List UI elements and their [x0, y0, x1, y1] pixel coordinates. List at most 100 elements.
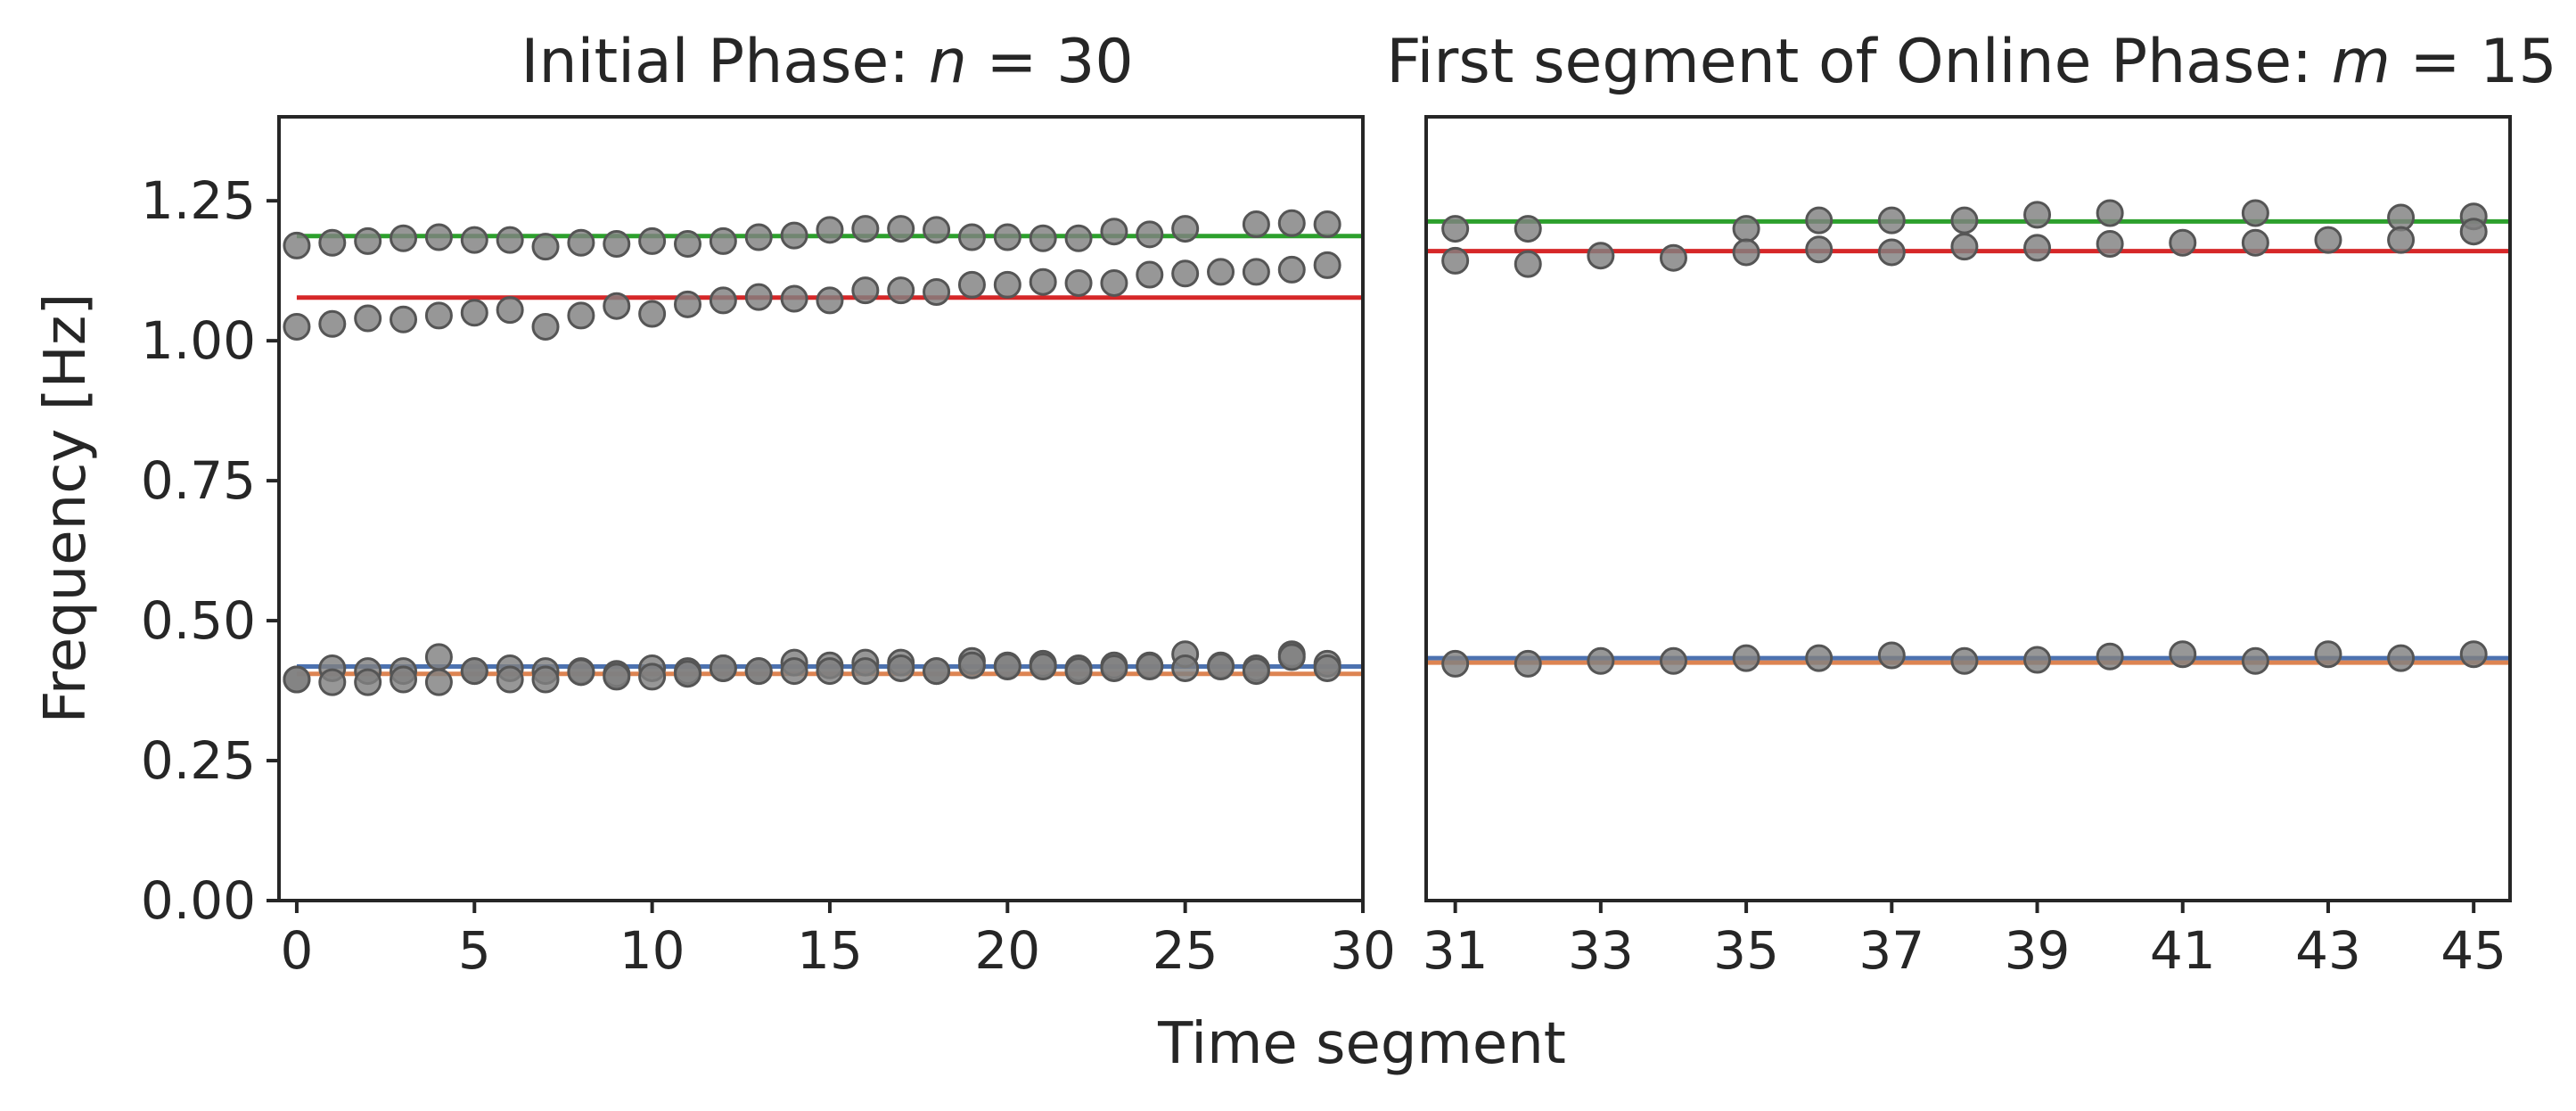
data-point — [1877, 206, 1906, 235]
data-point — [923, 657, 951, 686]
data-point — [1277, 643, 1306, 671]
x-tick-label: 25 — [1153, 920, 1218, 981]
data-point — [390, 224, 418, 252]
data-point — [1441, 649, 1470, 678]
data-point — [957, 223, 986, 251]
data-point — [1100, 218, 1128, 246]
data-point — [390, 305, 418, 333]
data-point — [1950, 206, 1979, 235]
data-point — [923, 216, 951, 244]
data-point — [1877, 641, 1906, 670]
data-point — [1029, 224, 1057, 252]
x-tick-label: 15 — [797, 920, 863, 981]
data-point — [2241, 228, 2269, 257]
data-point — [2096, 199, 2124, 227]
data-point — [318, 309, 347, 338]
panel-2-fit-lines — [1426, 218, 2510, 665]
data-point — [567, 301, 595, 330]
x-tick-label: 41 — [2150, 920, 2216, 981]
data-point — [744, 657, 773, 686]
data-point — [460, 657, 488, 686]
data-point — [1171, 215, 1200, 243]
x-tick-label: 39 — [2005, 920, 2071, 981]
panel-1-points — [283, 209, 1341, 696]
data-point — [1805, 206, 1834, 235]
data-point — [354, 668, 382, 696]
data-point — [283, 665, 311, 694]
data-point — [603, 292, 631, 320]
data-point — [2096, 230, 2124, 259]
data-point — [354, 304, 382, 333]
x-tick-label: 33 — [1568, 920, 1634, 981]
data-point — [1100, 268, 1128, 297]
data-point — [531, 233, 560, 261]
data-point — [1732, 644, 1760, 672]
panel-online-phase: First segment of Online Phase: m = 15 31… — [1386, 27, 2556, 981]
data-point — [2314, 640, 2342, 669]
data-point — [1950, 233, 1979, 261]
data-point — [673, 290, 701, 318]
data-point — [1587, 646, 1615, 675]
data-point — [1950, 646, 1979, 675]
data-point — [709, 654, 737, 682]
data-point — [993, 223, 1021, 251]
data-point — [1242, 657, 1270, 686]
x-axis-label: Time segment — [1157, 1011, 1566, 1077]
data-point — [2023, 646, 2052, 674]
panel-2-title-var: m — [2332, 27, 2391, 97]
data-point — [496, 296, 524, 325]
data-point — [1171, 259, 1200, 288]
data-point — [851, 276, 880, 305]
data-point — [1313, 251, 1341, 279]
y-axis-label: Frequency [Hz] — [33, 293, 99, 724]
data-point — [424, 668, 453, 696]
data-point — [1514, 250, 1542, 278]
data-point — [1242, 210, 1270, 239]
data-point — [1514, 215, 1542, 243]
panel-1-frame — [277, 115, 1365, 902]
data-point — [780, 221, 808, 250]
data-point — [1136, 260, 1164, 289]
data-point — [1659, 243, 1687, 272]
data-point — [460, 226, 488, 254]
data-point — [1659, 646, 1687, 675]
panel-2-points — [1441, 199, 2488, 678]
data-point — [2459, 218, 2488, 246]
panel-2-title: First segment of Online Phase: m = 15 — [1386, 27, 2556, 97]
data-point — [603, 662, 631, 691]
data-point — [1171, 654, 1200, 682]
data-point — [354, 226, 382, 255]
data-point — [1136, 220, 1164, 249]
data-point — [1064, 268, 1093, 297]
y-tick-label: 0.00 — [141, 870, 256, 931]
x-tick-label: 45 — [2441, 920, 2506, 981]
data-point — [1313, 210, 1341, 239]
data-point — [283, 231, 311, 259]
data-point — [318, 228, 347, 257]
data-point — [2387, 226, 2416, 254]
data-point — [780, 657, 808, 686]
data-point — [1805, 644, 1834, 672]
data-point — [2023, 201, 2052, 229]
data-point — [887, 654, 915, 682]
panel-1-title-rest: = 30 — [967, 27, 1134, 97]
data-point — [638, 662, 667, 691]
data-point — [957, 270, 986, 299]
panel-2-frame — [1424, 115, 2512, 902]
x-tick-label: 43 — [2295, 920, 2361, 981]
data-point — [2169, 228, 2197, 257]
panel-1-title-var: n — [929, 27, 967, 97]
panel-2-x-ticks: 31 33 35 37 39 41 43 45 — [1423, 901, 2506, 981]
data-point — [816, 286, 844, 315]
data-point — [1877, 238, 1906, 267]
data-point — [2241, 199, 2269, 227]
data-point — [816, 657, 844, 686]
data-point — [1242, 258, 1270, 286]
data-point — [2241, 646, 2269, 675]
data-point — [851, 215, 880, 243]
data-point — [744, 283, 773, 311]
data-point — [673, 660, 701, 688]
data-point — [2169, 640, 2197, 669]
data-point — [1136, 653, 1164, 681]
x-tick-label: 5 — [458, 920, 491, 981]
